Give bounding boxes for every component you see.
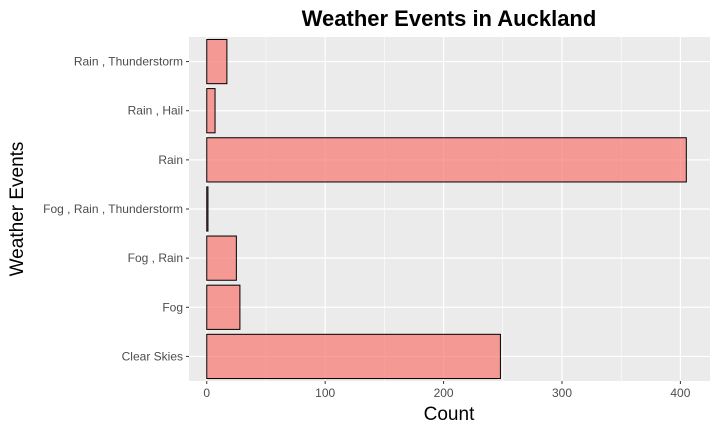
y-tick-label: Fog , Rain	[128, 251, 183, 265]
bars	[206, 38, 687, 380]
y-tick-label: Rain , Thunderstorm	[74, 55, 183, 69]
x-tick-label: 200	[434, 386, 454, 400]
x-axis-ticks: 0 100 200 300 400	[203, 381, 691, 400]
x-axis-title: Count	[424, 404, 475, 425]
y-tick-label: Fog	[162, 300, 183, 314]
y-tick-label: Fog , Rain , Thunderstorm	[43, 202, 183, 216]
bar-fog-rain-thunderstorm	[206, 186, 209, 232]
bar-fog	[206, 284, 241, 330]
y-tick-label: Rain , Hail	[128, 104, 183, 118]
x-tick-label: 400	[670, 386, 690, 400]
chart-title: Weather Events in Auckland	[302, 6, 597, 31]
y-axis-title: Weather Events	[7, 142, 28, 277]
y-tick-label: Rain	[158, 153, 183, 167]
y-tick-label: Clear Skies	[122, 349, 183, 363]
x-tick-label: 300	[552, 386, 572, 400]
y-axis-ticks: Clear Skies Fog Fog , Rain Fog , Rain , Thu…	[43, 55, 189, 363]
x-tick-label: 100	[315, 386, 335, 400]
bar-rain-hail	[206, 88, 216, 134]
x-tick-label: 0	[203, 386, 210, 400]
bar-fog-rain	[206, 235, 237, 281]
bar-clear-skies	[206, 333, 501, 380]
bar-rain	[206, 137, 687, 183]
bar-rain-thunderstorm	[206, 38, 228, 85]
